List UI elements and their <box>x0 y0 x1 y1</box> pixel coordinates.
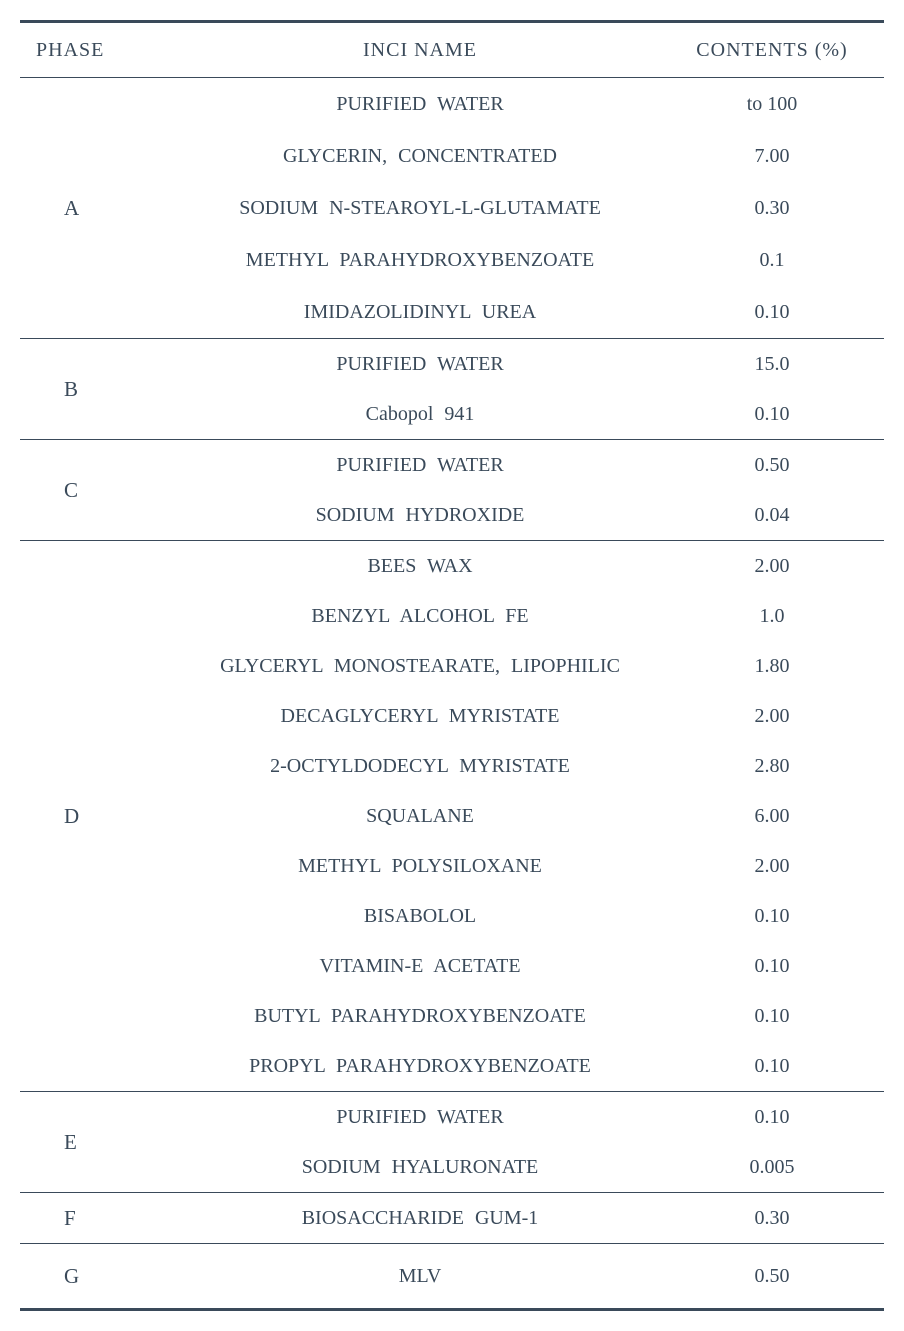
contents-cell: 0.30 <box>660 1193 884 1244</box>
contents-cell: 0.10 <box>660 389 884 440</box>
table-row: B PURIFIED WATER 15.0 <box>20 339 884 390</box>
inci-cell: METHYL PARAHYDROXYBENZOATE <box>180 234 660 286</box>
contents-cell: 0.10 <box>660 991 884 1041</box>
inci-cell: PURIFIED WATER <box>180 1092 660 1143</box>
contents-cell: 0.1 <box>660 234 884 286</box>
table-row: G MLV 0.50 <box>20 1244 884 1310</box>
contents-cell: 1.80 <box>660 641 884 691</box>
inci-cell: BIOSACCHARIDE GUM-1 <box>180 1193 660 1244</box>
contents-cell: 0.10 <box>660 891 884 941</box>
table-row: E PURIFIED WATER 0.10 <box>20 1092 884 1143</box>
contents-cell: 2.00 <box>660 841 884 891</box>
inci-cell: PURIFIED WATER <box>180 78 660 131</box>
contents-cell: 0.50 <box>660 1244 884 1310</box>
phase-label: B <box>20 339 180 440</box>
contents-cell: 0.10 <box>660 1041 884 1092</box>
contents-cell: 0.10 <box>660 941 884 991</box>
contents-cell: 0.005 <box>660 1142 884 1193</box>
phase-label: A <box>20 78 180 339</box>
inci-cell: BUTYL PARAHYDROXYBENZOATE <box>180 991 660 1041</box>
inci-cell: Cabopol 941 <box>180 389 660 440</box>
phase-label: C <box>20 440 180 541</box>
ingredients-table: PHASE INCI NAME CONTENTS (%) A PURIFIED … <box>20 20 884 1311</box>
contents-cell: 2.80 <box>660 741 884 791</box>
contents-cell: 0.10 <box>660 1092 884 1143</box>
inci-cell: BEES WAX <box>180 541 660 592</box>
inci-cell: DECAGLYCERYL MYRISTATE <box>180 691 660 741</box>
inci-cell: 2-OCTYLDODECYL MYRISTATE <box>180 741 660 791</box>
table-row: F BIOSACCHARIDE GUM-1 0.30 <box>20 1193 884 1244</box>
inci-cell: SODIUM N-STEAROYL-L-GLUTAMATE <box>180 182 660 234</box>
table-row: D BEES WAX 2.00 <box>20 541 884 592</box>
col-header-contents: CONTENTS (%) <box>660 22 884 78</box>
col-header-phase: PHASE <box>20 22 180 78</box>
inci-cell: MLV <box>180 1244 660 1310</box>
contents-cell: 15.0 <box>660 339 884 390</box>
contents-cell: 0.50 <box>660 440 884 491</box>
contents-cell: 0.10 <box>660 286 884 339</box>
phase-label: E <box>20 1092 180 1193</box>
phase-label: G <box>20 1244 180 1310</box>
inci-cell: PURIFIED WATER <box>180 440 660 491</box>
col-header-inci: INCI NAME <box>180 22 660 78</box>
table-row: C PURIFIED WATER 0.50 <box>20 440 884 491</box>
inci-cell: GLYCERIN, CONCENTRATED <box>180 130 660 182</box>
contents-cell: 0.04 <box>660 490 884 541</box>
contents-cell: 1.0 <box>660 591 884 641</box>
contents-cell: 2.00 <box>660 691 884 741</box>
inci-cell: VITAMIN-E ACETATE <box>180 941 660 991</box>
contents-cell: 7.00 <box>660 130 884 182</box>
inci-cell: SQUALANE <box>180 791 660 841</box>
table-header-row: PHASE INCI NAME CONTENTS (%) <box>20 22 884 78</box>
inci-cell: SODIUM HYALURONATE <box>180 1142 660 1193</box>
inci-cell: GLYCERYL MONOSTEARATE, LIPOPHILIC <box>180 641 660 691</box>
contents-cell: 0.30 <box>660 182 884 234</box>
inci-cell: BISABOLOL <box>180 891 660 941</box>
contents-cell: 6.00 <box>660 791 884 841</box>
inci-cell: PURIFIED WATER <box>180 339 660 390</box>
inci-cell: BENZYL ALCOHOL FE <box>180 591 660 641</box>
phase-label: D <box>20 541 180 1092</box>
inci-cell: IMIDAZOLIDINYL UREA <box>180 286 660 339</box>
inci-cell: PROPYL PARAHYDROXYBENZOATE <box>180 1041 660 1092</box>
contents-cell: 2.00 <box>660 541 884 592</box>
phase-label: F <box>20 1193 180 1244</box>
contents-cell: to 100 <box>660 78 884 131</box>
inci-cell: METHYL POLYSILOXANE <box>180 841 660 891</box>
table-row: A PURIFIED WATER to 100 <box>20 78 884 131</box>
inci-cell: SODIUM HYDROXIDE <box>180 490 660 541</box>
